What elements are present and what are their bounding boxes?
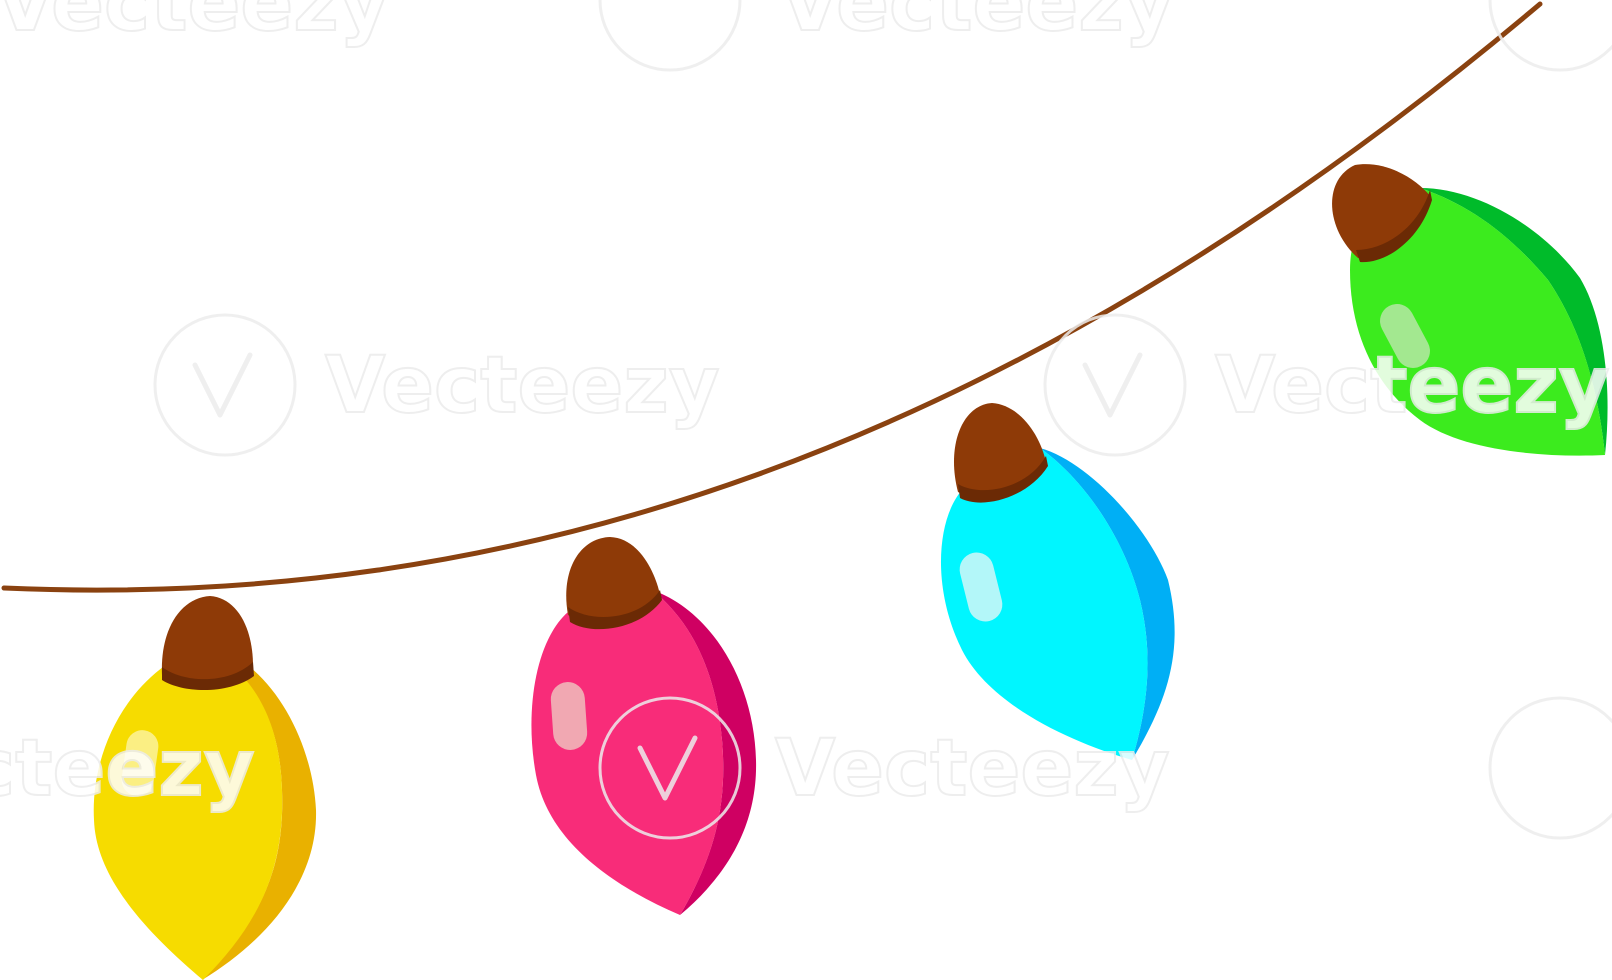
cyan-bulb-cap-shadow: [958, 456, 1048, 503]
watermark-text: Vecteezy: [1215, 341, 1610, 431]
watermark-text: Vecteezy: [0, 724, 255, 814]
yellow-bulb: [93, 596, 317, 980]
pink-bulb-body: [531, 587, 724, 915]
yellow-bulb-cap: [161, 596, 254, 687]
green-bulb-highlight: [1380, 303, 1430, 369]
watermark-logo-icon: [1488, 696, 1612, 840]
yellow-bulb-cap-shadow: [162, 662, 254, 691]
cyan-bulb-body: [940, 448, 1148, 760]
green-bulb-side: [1420, 188, 1608, 455]
yellow-bulb-highlight: [121, 730, 159, 796]
pink-bulb-cap: [566, 537, 660, 625]
watermark-layer: Vecteezy Vecteezy Vecteezy Vecteezy Vect…: [0, 0, 1612, 840]
watermark-v-icon: [1082, 352, 1143, 418]
light-string-wire: [1, 1, 1543, 593]
yellow-bulb-body: [93, 645, 283, 980]
watermark-text: Vecteezy: [325, 341, 720, 431]
cyan-bulb: [940, 403, 1175, 760]
watermark-logo-icon: [1043, 313, 1187, 457]
pink-bulb-highlight: [550, 682, 588, 750]
cyan-bulb-cap: [953, 403, 1046, 498]
pink-bulb-cap-shadow: [568, 590, 662, 630]
watermark-text: Vecteezy: [780, 0, 1175, 49]
green-bulb-cap-shadow: [1356, 190, 1432, 263]
watermark-logo-icon: [1488, 0, 1612, 72]
watermark-v-icon: [637, 735, 698, 801]
watermark-v-icon: [192, 352, 253, 418]
watermark-text: Vecteezy: [0, 0, 390, 49]
pink-bulb-side: [652, 590, 757, 915]
cyan-bulb-highlight: [959, 552, 1003, 622]
green-bulb: [1332, 164, 1608, 456]
cyan-bulb-side: [1040, 448, 1175, 760]
watermark-logo-icon: [153, 313, 297, 457]
watermark-text: Vecteezy: [775, 724, 1170, 814]
green-bulb-body: [1350, 188, 1605, 456]
watermark-logo-icon: [598, 696, 742, 840]
pink-bulb: [531, 537, 757, 915]
watermark-logo-icon: [598, 0, 742, 72]
yellow-bulb-side: [200, 645, 317, 980]
